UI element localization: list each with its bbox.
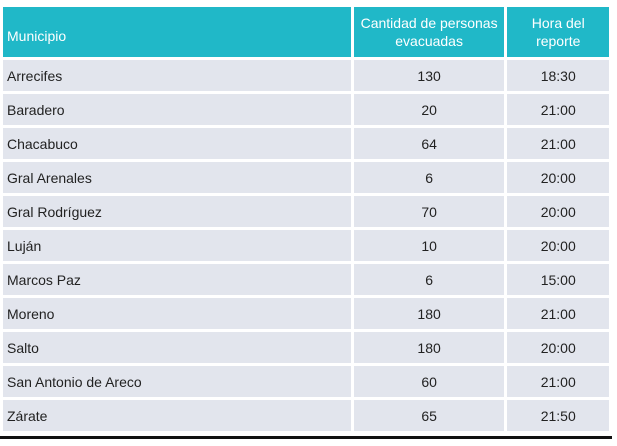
table-row: Gral Arenales 6 20:00 (3, 162, 609, 193)
table-row: Arrecifes 130 18:30 (3, 60, 609, 91)
column-header-cantidad: Cantidad de personas evacuadas (353, 7, 505, 57)
table-row: Baradero 20 21:00 (3, 94, 609, 125)
table-row: Marcos Paz 6 15:00 (3, 264, 609, 295)
cell-cantidad: 180 (353, 332, 505, 363)
cell-cantidad: 64 (353, 128, 505, 159)
cell-municipio: Gral Rodríguez (3, 196, 351, 227)
table-row: San Antonio de Areco 60 21:00 (3, 366, 609, 397)
cell-hora: 21:00 (507, 366, 609, 397)
column-header-municipio: Municipio (3, 7, 351, 57)
cell-hora: 20:00 (507, 162, 609, 193)
cell-cantidad: 130 (353, 60, 505, 91)
cell-cantidad: 60 (353, 366, 505, 397)
column-header-hora: Hora del reporte (507, 7, 609, 57)
cell-municipio: Chacabuco (3, 128, 351, 159)
cell-cantidad: 180 (353, 298, 505, 329)
table-row: Salto 180 20:00 (3, 332, 609, 363)
cell-hora: 21:00 (507, 298, 609, 329)
evacuees-table-container: Municipio Cantidad de personas evacuadas… (0, 4, 612, 434)
cell-municipio: Gral Arenales (3, 162, 351, 193)
evacuees-table: Municipio Cantidad de personas evacuadas… (0, 4, 612, 434)
table-row: Luján 10 20:00 (3, 230, 609, 261)
table-row: Moreno 180 21:00 (3, 298, 609, 329)
header-row: Municipio Cantidad de personas evacuadas… (3, 7, 609, 57)
cell-hora: 20:00 (507, 230, 609, 261)
table-body: Arrecifes 130 18:30 Baradero 20 21:00 Ch… (3, 60, 609, 431)
cell-cantidad: 6 (353, 264, 505, 295)
table-row: Chacabuco 64 21:00 (3, 128, 609, 159)
cell-hora: 20:00 (507, 196, 609, 227)
cell-municipio: Zárate (3, 400, 351, 431)
cell-municipio: Baradero (3, 94, 351, 125)
cell-hora: 20:00 (507, 332, 609, 363)
cell-municipio: Arrecifes (3, 60, 351, 91)
cell-cantidad: 10 (353, 230, 505, 261)
cell-municipio: Salto (3, 332, 351, 363)
cell-cantidad: 70 (353, 196, 505, 227)
table-header: Municipio Cantidad de personas evacuadas… (3, 7, 609, 57)
table-bottom-rule (0, 436, 612, 439)
cell-municipio: San Antonio de Areco (3, 366, 351, 397)
cell-hora: 18:30 (507, 60, 609, 91)
table-row: Zárate 65 21:50 (3, 400, 609, 431)
cell-hora: 15:00 (507, 264, 609, 295)
cell-cantidad: 20 (353, 94, 505, 125)
cell-municipio: Luján (3, 230, 351, 261)
cell-hora: 21:00 (507, 94, 609, 125)
cell-municipio: Moreno (3, 298, 351, 329)
cell-municipio: Marcos Paz (3, 264, 351, 295)
cell-cantidad: 6 (353, 162, 505, 193)
cell-hora: 21:50 (507, 400, 609, 431)
cell-cantidad: 65 (353, 400, 505, 431)
table-row: Gral Rodríguez 70 20:00 (3, 196, 609, 227)
cell-hora: 21:00 (507, 128, 609, 159)
